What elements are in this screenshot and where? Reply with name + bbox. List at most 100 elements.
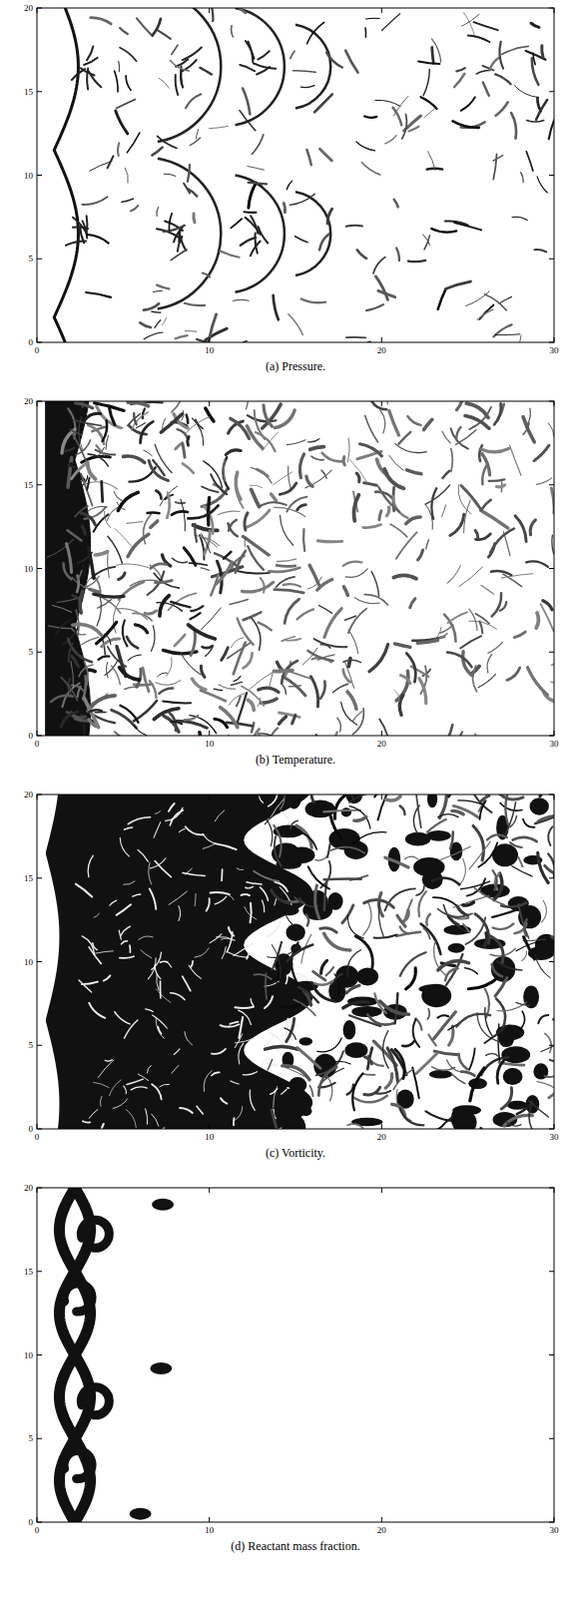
field-stroke [404,856,419,860]
field-stroke [274,898,277,906]
field-stroke [458,485,472,515]
field-stroke [123,1086,127,1095]
field-stroke [97,1060,114,1078]
field-stroke [497,1060,505,1084]
field-stroke [226,7,246,13]
field-stroke [127,402,148,407]
field-stroke [463,924,470,933]
field-stroke [385,135,397,144]
y-tick [549,342,555,344]
field-stroke [123,827,132,830]
field-stroke [395,1049,405,1079]
field-stroke [194,524,197,543]
vortex [529,797,549,815]
field-stroke [522,951,528,962]
field-stroke [310,676,318,707]
field-stroke [156,135,177,148]
field-stroke [473,665,478,692]
field-stroke [513,837,538,842]
x-tick-label: 30 [550,1132,561,1143]
field-stroke [487,834,508,840]
field-stroke [221,947,226,960]
field-stroke [293,70,317,73]
field-stroke [81,196,107,205]
field-stroke [541,1038,555,1053]
field-stroke [88,548,94,580]
field-stroke [148,460,168,481]
field-stroke [151,1084,162,1100]
field-stroke [171,511,188,515]
field-stroke [253,62,276,68]
field-stroke [465,415,490,429]
pocket [129,1508,152,1521]
field-stroke [73,420,102,427]
field-stroke [345,50,358,73]
field-stroke [348,608,367,633]
field-stroke [369,644,389,672]
x-tick [554,1517,556,1523]
field-stroke [123,1020,137,1039]
field-stroke [170,249,187,261]
field-stroke [362,1074,375,1076]
vortex [418,984,449,994]
field-stroke [245,886,254,888]
field-stroke [291,942,298,981]
field-stroke [114,1012,130,1025]
field-stroke [445,281,471,289]
field-stroke [307,439,320,443]
field-stroke [93,1082,110,1088]
field-stroke [418,891,426,917]
field-stroke [159,595,169,616]
field-stroke [349,1015,382,1027]
field-stroke [452,810,464,814]
field-stroke [230,681,242,685]
y-tick [36,961,42,963]
field-stroke [222,457,228,490]
field-stroke [185,93,201,108]
y-tick [549,258,555,260]
x-tick [36,7,38,13]
y-tick-label: 10 [23,1350,34,1361]
field-stroke [84,661,88,685]
field-stroke [353,1096,388,1104]
field-stroke [220,869,223,881]
field-stroke [82,220,88,238]
field-stroke [174,634,186,646]
field-stroke [112,1099,128,1110]
x-tick [381,7,383,13]
vortex [286,794,302,809]
field-stroke [396,247,400,261]
field-stroke [193,213,195,223]
field-stroke [241,894,250,896]
field-stroke [371,572,379,597]
field-stroke [459,859,467,887]
field-stroke [273,668,293,674]
vortex [343,1020,357,1041]
field-stroke [327,844,330,858]
field-stroke [346,336,366,339]
field-stroke [154,320,161,329]
field-stroke [80,67,95,75]
field-stroke [538,1015,549,1024]
field-stroke [527,408,532,426]
field-stroke [346,224,363,228]
field-stroke [242,1072,257,1076]
field-stroke [175,502,185,504]
field-stroke [80,1387,109,1416]
field-stroke [495,333,521,336]
field-stroke [96,445,105,455]
field-stroke [187,164,190,182]
field-stroke [465,968,479,975]
y-tick [549,735,555,737]
field-stroke [469,1048,476,1071]
pocket [151,1198,174,1211]
field-stroke [433,626,442,641]
vortex [341,807,352,817]
field-stroke [432,46,435,63]
field-stroke [442,505,447,517]
field-stroke [313,971,326,981]
field-stroke [464,500,472,534]
field-stroke [550,1054,555,1063]
field-stroke [461,13,479,26]
field-stroke [87,454,108,467]
